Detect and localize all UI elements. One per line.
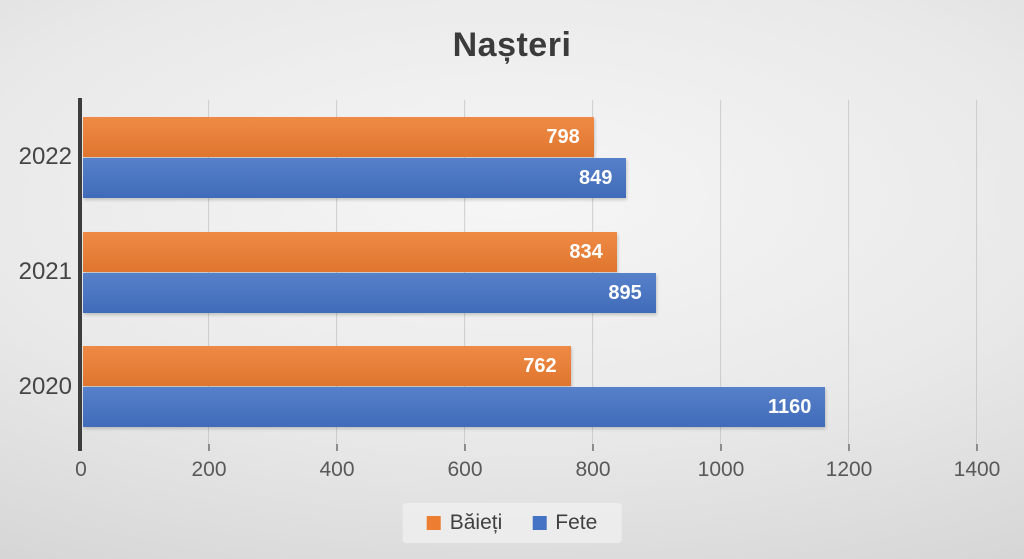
legend-item-fete: Fete bbox=[532, 511, 597, 535]
bar-fete-2020: 1160 bbox=[83, 387, 826, 428]
axis-tick-mark bbox=[336, 444, 338, 451]
axis-tick-mark bbox=[848, 444, 850, 451]
gridline bbox=[592, 100, 594, 444]
gridline bbox=[976, 100, 978, 444]
x-tick-label: 1400 bbox=[953, 458, 1001, 481]
x-tick-label: 200 bbox=[191, 458, 227, 481]
bar-value-label: 849 bbox=[578, 166, 613, 189]
x-tick-label: 600 bbox=[447, 458, 483, 481]
bar-value-label: 1160 bbox=[768, 396, 812, 419]
axis-tick-mark bbox=[976, 444, 978, 451]
gridline bbox=[464, 100, 466, 444]
bar-value-label: 895 bbox=[608, 281, 642, 304]
axis-tick-mark bbox=[208, 444, 210, 451]
bar-fete-2021: 895 bbox=[83, 272, 656, 313]
x-tick-label: 800 bbox=[575, 458, 611, 481]
y-category-label: 2022 bbox=[18, 143, 72, 171]
legend-swatch-icon bbox=[426, 516, 441, 530]
gridline bbox=[336, 100, 338, 444]
bar-value-label: 834 bbox=[569, 240, 603, 263]
x-tick-label: 400 bbox=[319, 458, 355, 481]
axis-tick-mark bbox=[592, 444, 594, 451]
legend-label: Băieți bbox=[449, 511, 503, 534]
gridline bbox=[208, 100, 210, 444]
bar-băieți-2021: 834 bbox=[83, 231, 617, 272]
bar-value-label: 762 bbox=[523, 355, 557, 378]
legend: Băieți Fete bbox=[402, 503, 622, 543]
legend-label: Fete bbox=[555, 511, 598, 534]
bar-băieți-2020: 762 bbox=[83, 346, 571, 387]
x-tick-label: 1200 bbox=[825, 458, 873, 481]
bar-value-label: 798 bbox=[546, 125, 580, 148]
y-category-label: 2021 bbox=[18, 258, 72, 285]
axis-tick-mark bbox=[720, 444, 722, 451]
bar-fete-2022: 849 bbox=[83, 157, 627, 198]
x-tick-label: 0 bbox=[75, 458, 87, 481]
gridline bbox=[848, 100, 850, 444]
y-category-label: 2020 bbox=[18, 372, 72, 400]
legend-item-băieți: Băieți bbox=[426, 511, 503, 535]
bar-băieți-2022: 798 bbox=[83, 116, 594, 157]
x-tick-label: 1000 bbox=[697, 458, 745, 481]
gridline bbox=[720, 100, 722, 444]
legend-swatch-icon bbox=[532, 516, 547, 530]
axis-tick-mark bbox=[464, 444, 466, 451]
y-axis-line bbox=[78, 98, 82, 449]
chart-title: Nașteri bbox=[452, 26, 572, 64]
